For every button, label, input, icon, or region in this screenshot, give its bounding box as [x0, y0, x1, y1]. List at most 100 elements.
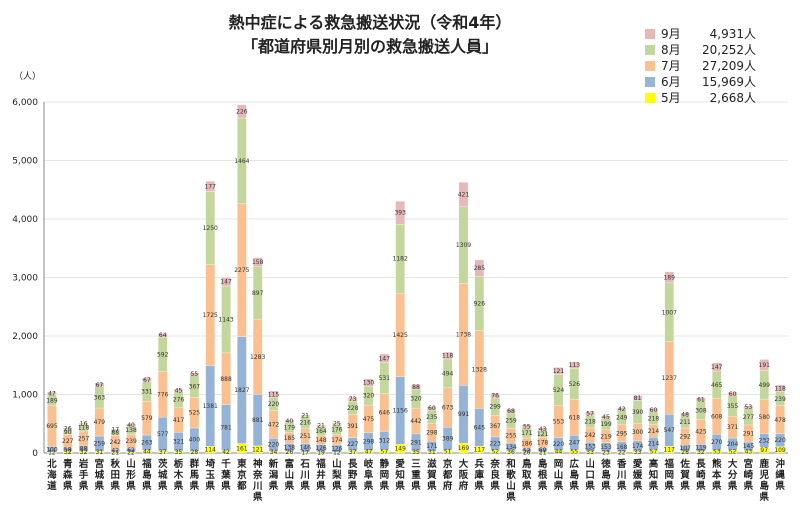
x-category-label: 賀: [679, 469, 690, 481]
bar-segment: [94, 382, 105, 387]
data-label: 239: [774, 396, 786, 403]
data-label: 67: [143, 377, 151, 384]
data-label: 37: [159, 449, 167, 456]
data-label: 216: [299, 419, 311, 426]
x-category-label: 島: [142, 469, 152, 481]
x-category-label: 青: [63, 458, 73, 470]
bar-segment: [78, 422, 89, 425]
x-category-label: 県: [221, 480, 231, 492]
x-category-label: 岐: [364, 458, 374, 470]
data-label: 33: [634, 449, 642, 456]
x-category-label: 神: [253, 458, 263, 470]
x-category-label: 京: [443, 458, 453, 470]
x-category-label: 木: [173, 469, 184, 481]
x-category-label: 石: [299, 459, 310, 470]
data-label: 472: [268, 421, 280, 428]
data-label: 22: [127, 449, 135, 456]
data-label: 547: [664, 427, 676, 434]
x-category-label: 川: [616, 470, 627, 481]
data-label: 168: [616, 444, 628, 451]
x-category-label: 城: [158, 469, 168, 481]
x-category-label: 県: [158, 480, 168, 492]
bar-segment: [411, 384, 421, 390]
x-category-label: 長: [348, 459, 358, 470]
x-category-label: 県: [759, 491, 769, 503]
x-category-label: 分: [728, 469, 738, 481]
data-label: 1156: [393, 407, 408, 414]
y-tick-label: 4,000: [12, 215, 38, 225]
bar-segment: [506, 408, 516, 414]
data-label: 425: [695, 429, 707, 436]
data-label: 147: [379, 355, 391, 362]
data-label: 149: [394, 446, 406, 453]
data-label: 465: [711, 382, 723, 389]
data-label: 186: [521, 440, 533, 447]
bar-segment: [648, 408, 659, 413]
data-label: 242: [110, 439, 122, 446]
x-category-label: 取: [522, 470, 532, 481]
bar-segment: [759, 359, 769, 371]
x-category-label: 県: [95, 480, 105, 492]
data-label: 226: [236, 108, 248, 115]
data-label: 881: [252, 417, 264, 424]
data-label: 223: [489, 440, 501, 447]
data-label: 673: [442, 405, 454, 412]
data-label: 257: [78, 435, 90, 442]
data-label: 189: [664, 274, 676, 281]
x-category-label: 県: [285, 480, 295, 492]
data-label: 417: [173, 417, 185, 424]
x-category-label: 大: [728, 458, 738, 470]
data-label: 21: [301, 413, 309, 420]
y-tick-label: 3,000: [12, 274, 38, 284]
data-label: 176: [331, 427, 343, 434]
x-category-label: 県: [696, 480, 706, 492]
x-category-label: 静: [380, 458, 390, 470]
bar-segment: [316, 424, 326, 427]
data-label: 88: [80, 446, 88, 453]
y-tick-label: 5,000: [12, 157, 38, 167]
data-label: 185: [284, 435, 296, 442]
x-category-label: 県: [490, 480, 500, 492]
data-label: 781: [220, 425, 232, 432]
x-category-label: 阪: [459, 469, 469, 481]
x-category-label: 井: [316, 469, 326, 481]
data-label: 40: [286, 418, 294, 425]
data-label: 31: [428, 449, 436, 456]
data-label: 55: [570, 448, 578, 455]
data-label: 478: [774, 417, 786, 424]
data-label: 291: [743, 430, 755, 437]
x-category-label: 佐: [679, 458, 690, 470]
x-category-label: 都: [236, 480, 247, 492]
data-label: 42: [222, 449, 230, 456]
x-category-label: 県: [126, 480, 136, 492]
data-label: 1007: [662, 309, 677, 316]
x-category-label: 県: [506, 491, 516, 503]
data-label: 57: [650, 448, 658, 455]
data-label: 17: [301, 450, 309, 457]
x-category-label: 阜: [364, 469, 374, 481]
data-label: 145: [743, 443, 755, 450]
data-label: 191: [759, 362, 771, 369]
data-label: 251: [299, 433, 311, 440]
data-label: 28: [191, 449, 199, 456]
data-label: 298: [363, 439, 375, 446]
bar-segment: [205, 181, 215, 192]
data-label: 115: [268, 391, 280, 398]
x-category-label: 川: [252, 481, 263, 492]
data-label: 228: [347, 405, 359, 412]
data-label: 646: [379, 410, 391, 417]
legend-series-name: 8月: [661, 43, 681, 57]
data-label: 100: [46, 446, 58, 453]
x-category-label: 玉: [205, 470, 215, 481]
bar-segment: [189, 372, 200, 376]
data-label: 367: [489, 423, 501, 430]
data-label: 1464: [234, 158, 249, 165]
data-label: 174: [632, 443, 644, 450]
y-tick-labels: 0 1,000 2,000 3,000 4,000 5,000 6,000: [12, 98, 38, 459]
data-label: 499: [759, 382, 771, 389]
x-category-label: 宮: [744, 458, 754, 470]
x-category-label: 重: [411, 469, 421, 481]
data-label: 577: [157, 431, 169, 438]
data-label: 421: [458, 192, 470, 199]
x-category-label: 県: [411, 480, 421, 492]
